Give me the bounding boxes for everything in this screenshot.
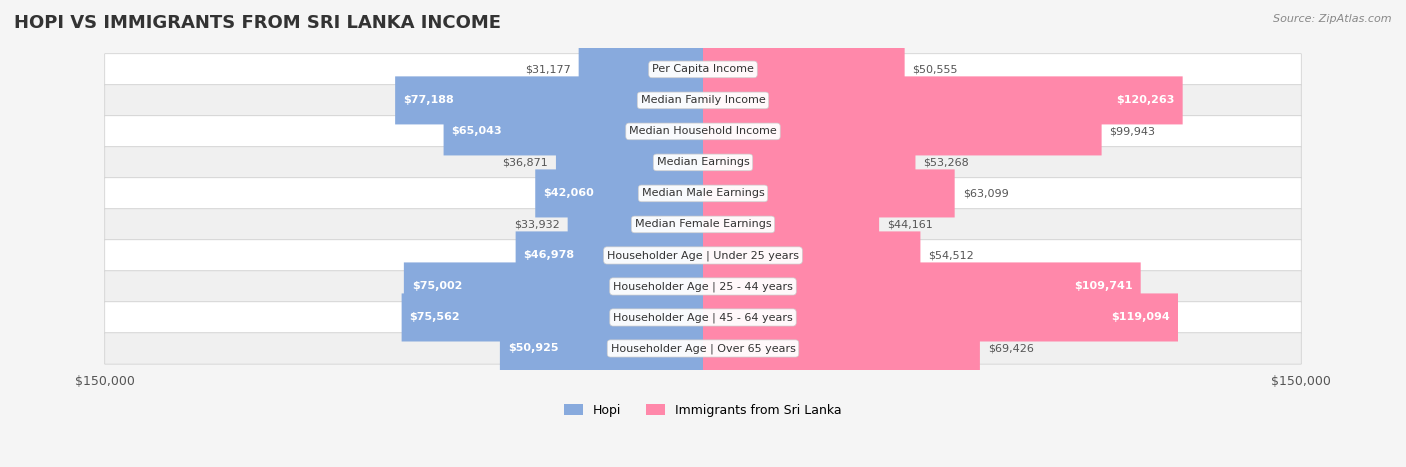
FancyBboxPatch shape [402, 293, 703, 341]
Text: $75,002: $75,002 [412, 282, 463, 291]
FancyBboxPatch shape [555, 138, 703, 186]
Text: $46,978: $46,978 [523, 250, 575, 261]
Text: $120,263: $120,263 [1116, 95, 1174, 106]
Text: Median Household Income: Median Household Income [628, 127, 778, 136]
FancyBboxPatch shape [703, 45, 904, 93]
FancyBboxPatch shape [104, 116, 1302, 147]
Text: $44,161: $44,161 [887, 219, 932, 229]
FancyBboxPatch shape [703, 232, 921, 279]
FancyBboxPatch shape [703, 170, 955, 218]
Text: $119,094: $119,094 [1111, 312, 1170, 322]
Text: $50,925: $50,925 [508, 343, 558, 354]
FancyBboxPatch shape [104, 147, 1302, 178]
FancyBboxPatch shape [703, 325, 980, 373]
Text: Median Female Earnings: Median Female Earnings [634, 219, 772, 229]
FancyBboxPatch shape [703, 138, 915, 186]
FancyBboxPatch shape [443, 107, 703, 156]
FancyBboxPatch shape [104, 302, 1302, 333]
Text: $33,932: $33,932 [515, 219, 560, 229]
FancyBboxPatch shape [104, 209, 1302, 240]
FancyBboxPatch shape [395, 77, 703, 124]
FancyBboxPatch shape [516, 232, 703, 279]
FancyBboxPatch shape [104, 85, 1302, 116]
Text: Householder Age | 45 - 64 years: Householder Age | 45 - 64 years [613, 312, 793, 323]
Text: Per Capita Income: Per Capita Income [652, 64, 754, 74]
Text: $77,188: $77,188 [404, 95, 454, 106]
Text: $31,177: $31,177 [524, 64, 571, 74]
Text: HOPI VS IMMIGRANTS FROM SRI LANKA INCOME: HOPI VS IMMIGRANTS FROM SRI LANKA INCOME [14, 14, 501, 32]
Text: Median Male Earnings: Median Male Earnings [641, 188, 765, 198]
Text: $36,871: $36,871 [502, 157, 548, 168]
Text: $65,043: $65,043 [451, 127, 502, 136]
Text: Median Earnings: Median Earnings [657, 157, 749, 168]
Legend: Hopi, Immigrants from Sri Lanka: Hopi, Immigrants from Sri Lanka [560, 399, 846, 422]
Text: $50,555: $50,555 [912, 64, 957, 74]
Text: $53,268: $53,268 [924, 157, 969, 168]
Text: $69,426: $69,426 [988, 343, 1033, 354]
FancyBboxPatch shape [104, 178, 1302, 209]
FancyBboxPatch shape [703, 293, 1178, 341]
Text: $75,562: $75,562 [409, 312, 460, 322]
Text: $63,099: $63,099 [963, 188, 1008, 198]
FancyBboxPatch shape [104, 240, 1302, 271]
FancyBboxPatch shape [104, 333, 1302, 364]
Text: Householder Age | Over 65 years: Householder Age | Over 65 years [610, 343, 796, 354]
FancyBboxPatch shape [536, 170, 703, 218]
FancyBboxPatch shape [104, 271, 1302, 302]
FancyBboxPatch shape [703, 77, 1182, 124]
Text: $99,943: $99,943 [1109, 127, 1156, 136]
FancyBboxPatch shape [703, 107, 1102, 156]
FancyBboxPatch shape [501, 325, 703, 373]
Text: $42,060: $42,060 [543, 188, 593, 198]
Text: $54,512: $54,512 [928, 250, 974, 261]
FancyBboxPatch shape [579, 45, 703, 93]
Text: Householder Age | 25 - 44 years: Householder Age | 25 - 44 years [613, 281, 793, 292]
Text: Householder Age | Under 25 years: Householder Age | Under 25 years [607, 250, 799, 261]
FancyBboxPatch shape [404, 262, 703, 311]
FancyBboxPatch shape [568, 200, 703, 248]
FancyBboxPatch shape [703, 262, 1140, 311]
FancyBboxPatch shape [104, 54, 1302, 85]
Text: Source: ZipAtlas.com: Source: ZipAtlas.com [1274, 14, 1392, 24]
FancyBboxPatch shape [703, 200, 879, 248]
Text: Median Family Income: Median Family Income [641, 95, 765, 106]
Text: $109,741: $109,741 [1074, 282, 1133, 291]
